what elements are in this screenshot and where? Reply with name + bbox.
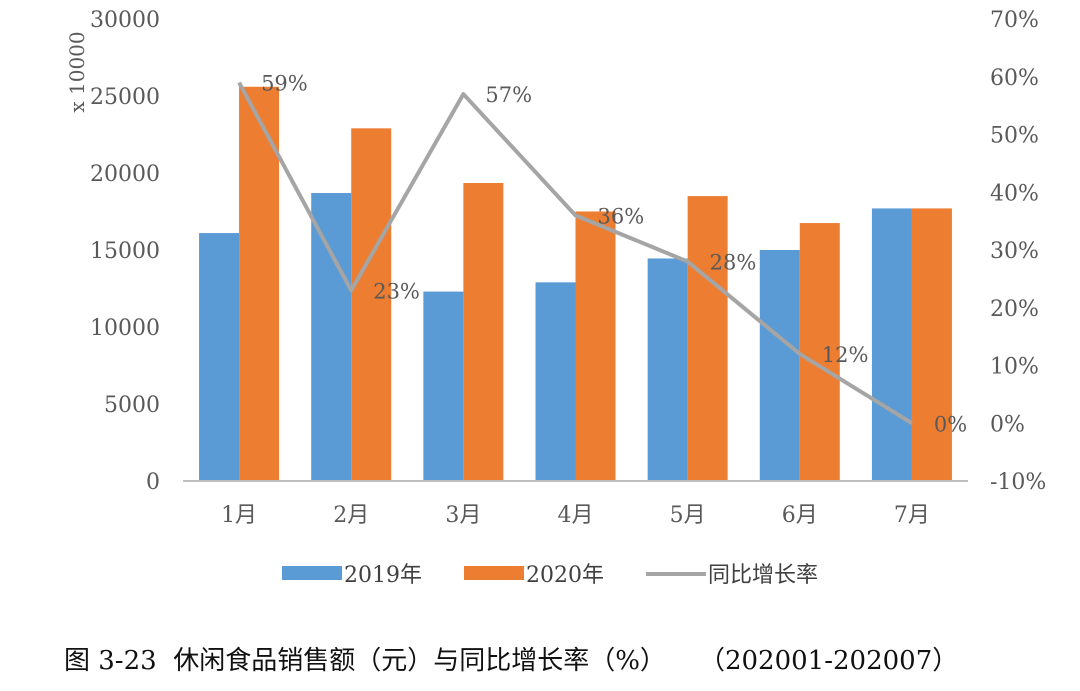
growth-data-label: 0% [934,412,967,436]
x-tick-label: 7月 [894,503,930,528]
left-tick-label: 20000 [90,162,160,187]
bar-series [199,86,952,482]
right-tick-label: 40% [990,181,1039,206]
right-tick-label: 60% [990,66,1039,91]
growth-data-label: 23% [373,279,420,303]
x-tick-label: 3月 [445,503,481,528]
bar-a [535,282,576,481]
x-tick-label: 1月 [221,503,257,528]
left-tick-label: 5000 [104,393,160,418]
figure-caption: 图 3-23 休闲食品销售额（元）与同比增长率（%） （202001-20200… [64,646,959,676]
bar-b [575,211,616,481]
growth-data-label: 57% [485,83,532,107]
x-axis: 1月 2月 3月 4月 5月 6月 7月 [183,480,968,528]
growth-data-label: 36% [598,204,645,228]
legend-label: 同比增长率 [708,563,818,588]
legend-swatch [464,566,524,580]
legend-label: 2019年 [344,563,422,588]
bar-a [759,250,800,481]
right-y-axis: -10% 0% 10% 20% 30% 40% 50% 60% 70% [990,8,1046,495]
legend: 2019年 2020年 同比增长率 [282,563,818,588]
bar-a [871,208,912,482]
bar-b [687,196,728,481]
x-tick-label: 4月 [558,503,594,528]
legend-swatch [282,566,342,580]
left-axis-unit: x 10000 [65,31,89,112]
legend-label: 2020年 [526,563,604,588]
x-tick-label: 5月 [670,503,706,528]
right-tick-label: 10% [990,355,1039,380]
x-tick-label: 2月 [333,503,369,528]
bar-a [423,291,464,481]
right-tick-label: 30% [990,239,1039,264]
growth-data-label: 28% [710,251,757,275]
bar-b [351,128,392,481]
x-tick-label: 6月 [782,503,818,528]
bar-a [311,193,352,481]
right-tick-label: -10% [990,470,1046,495]
left-tick-label: 0 [146,470,160,495]
bar-b [463,183,504,481]
bar-a [647,258,688,481]
left-tick-label: 25000 [90,85,160,110]
growth-line-series: 59% 23% 57% 36% 28% 12% 0% [237,72,967,436]
right-tick-label: 0% [990,412,1025,437]
bar-b [911,208,952,482]
left-tick-label: 10000 [90,316,160,341]
right-tick-label: 70% [990,8,1039,33]
bar-a [199,233,240,481]
right-tick-label: 20% [990,297,1039,322]
growth-line [237,81,913,425]
left-tick-label: 15000 [90,239,160,264]
bar-b [239,86,280,481]
right-tick-label: 50% [990,124,1039,149]
bar-b [799,223,840,482]
growth-data-label: 12% [822,343,869,367]
growth-data-label: 59% [261,72,308,96]
left-tick-label: 30000 [90,8,160,33]
